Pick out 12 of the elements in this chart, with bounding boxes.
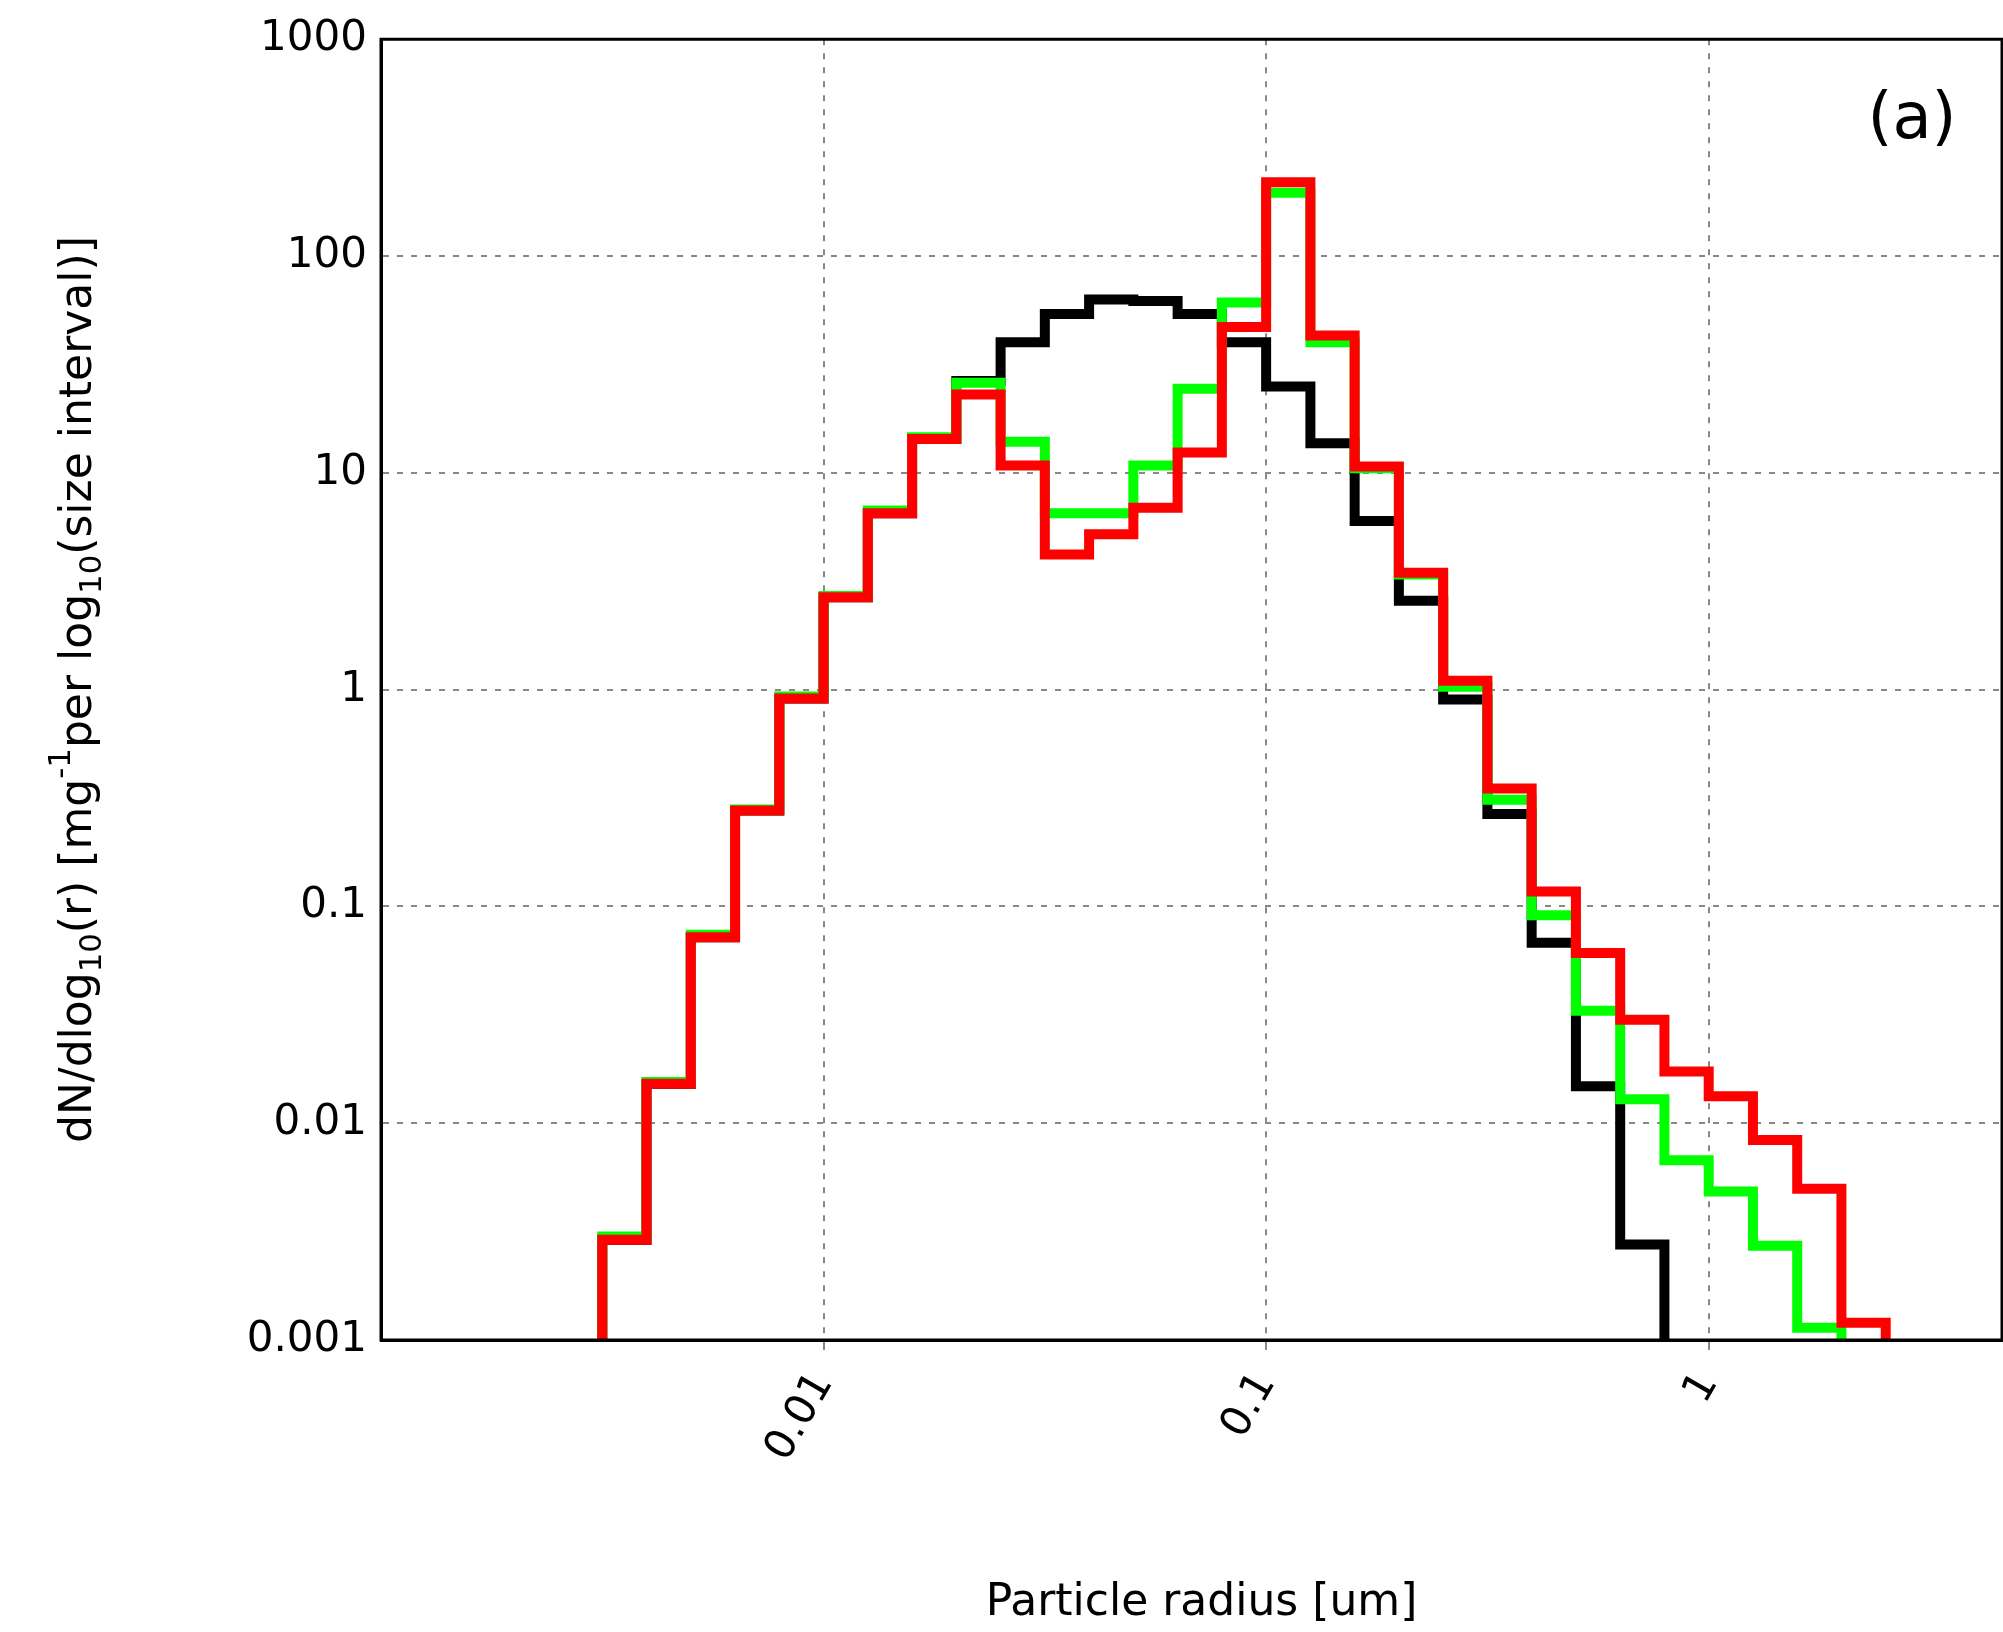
x-tick-label: 0.1: [1208, 1362, 1285, 1445]
y-tick-label: 0.01: [273, 1095, 367, 1145]
y-tick-label: 0.001: [246, 1311, 367, 1361]
y-tick-label: 1000: [260, 11, 367, 61]
y-tick-label: 0.1: [300, 878, 367, 928]
y-tick-label: 10: [313, 444, 367, 494]
y-axis-title: dN/dlog10(r) [mg-1per log10(size interval)]: [41, 236, 109, 1144]
x-tick-label: 1: [1671, 1362, 1727, 1411]
y-tick-label: 100: [286, 227, 367, 277]
x-axis-title: Particle radius [um]: [985, 1574, 1418, 1626]
y-tick-label: 1: [340, 661, 367, 711]
annotation: (a): [1867, 78, 1957, 153]
